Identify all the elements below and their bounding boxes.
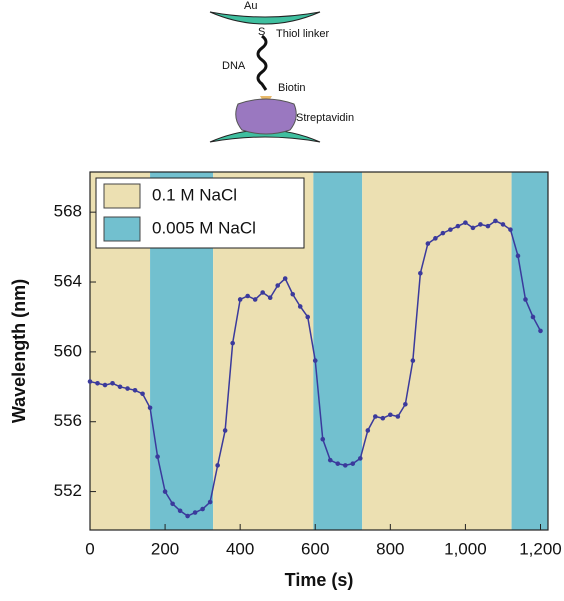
region (313, 172, 363, 530)
data-point (485, 223, 491, 229)
data-point (177, 508, 183, 514)
data-point (110, 381, 115, 386)
data-point (192, 510, 198, 515)
region (362, 172, 512, 530)
data-point (373, 414, 378, 419)
data-point (132, 387, 138, 393)
data-point (403, 401, 408, 407)
y-tick-label: 560 (54, 341, 82, 360)
data-point (455, 223, 461, 229)
data-point (418, 270, 423, 276)
y-tick-label: 568 (54, 202, 82, 221)
data-point (207, 499, 213, 505)
data-point (342, 463, 348, 468)
data-point (395, 414, 401, 419)
data-point (290, 291, 296, 297)
plot: 0 200 400 600 800 1,000 1,200 552 556 560 564 568 Ti… (9, 171, 562, 590)
data-point (230, 340, 235, 346)
data-point (200, 506, 205, 512)
data-point (162, 489, 168, 494)
data-point (147, 405, 153, 411)
data-point (252, 297, 258, 302)
data-point (312, 358, 318, 363)
legend-swatch (103, 183, 141, 209)
x-tick-label: 0 (85, 539, 94, 558)
x-tick-label: 1,200 (519, 539, 562, 558)
data-point (140, 391, 145, 397)
region (511, 172, 548, 530)
data-point (95, 381, 100, 386)
x-tick-label: 600 (301, 539, 329, 558)
data-point (380, 415, 386, 421)
x-axis-title: Time (s) (285, 570, 354, 590)
data-point (523, 297, 528, 302)
data-point (87, 379, 93, 384)
legend-label: 0.005 M NaCl (152, 218, 256, 237)
data-point (538, 328, 543, 334)
schematic: Au S Thiol linker DNA Biotin Streptavidi… (209, 0, 354, 143)
label: DNA (222, 60, 246, 72)
label: Streptavidin (296, 112, 354, 124)
label: S (258, 26, 265, 38)
data-point (305, 314, 311, 320)
x-tick-label: 200 (151, 539, 179, 558)
data-point (425, 241, 431, 246)
data-point (102, 382, 108, 388)
streptavidin (235, 98, 297, 135)
data-point (297, 304, 303, 309)
plot-frame (89, 171, 549, 531)
x-tick-label: 400 (226, 539, 254, 558)
data-point (410, 358, 416, 363)
gold-electrode (209, 129, 321, 143)
data-point (260, 290, 265, 295)
data-point (170, 501, 175, 507)
data-point (275, 283, 281, 288)
data-point (500, 222, 506, 227)
data-point (470, 225, 476, 231)
data-point (185, 513, 190, 519)
data-point (222, 428, 228, 433)
label: Biotin (278, 82, 306, 94)
dna-strand (256, 34, 268, 91)
y-axis-title: Wavelength (nm) (9, 279, 29, 423)
label: Au (244, 0, 257, 12)
data-point (282, 276, 288, 281)
data-point (530, 314, 536, 320)
gold-electrode (209, 11, 321, 25)
data-point (433, 236, 438, 241)
data-point (478, 222, 483, 227)
legend-label: 0.1 M NaCl (152, 185, 237, 204)
data-point (245, 293, 250, 299)
data-point (463, 220, 468, 225)
x-tick-label: 800 (376, 539, 404, 558)
data-point (388, 412, 393, 418)
y-tick-label: 552 (54, 481, 82, 500)
data-point (493, 218, 498, 224)
data-point (320, 436, 326, 442)
data-point (117, 384, 123, 390)
data-point (365, 428, 371, 433)
data-point (237, 297, 243, 302)
data-point (350, 461, 356, 466)
data-point (335, 461, 341, 466)
data-point (155, 454, 160, 459)
data-point (357, 456, 363, 461)
data-point (125, 386, 130, 391)
data-point (508, 227, 513, 232)
y-tick-label: 564 (54, 272, 82, 291)
data-point (448, 227, 453, 232)
x-tick-label: 1,000 (444, 539, 487, 558)
data-point (215, 463, 220, 468)
data-point (515, 253, 521, 259)
data-point (327, 457, 333, 463)
data-point (440, 230, 446, 236)
y-tick-label: 556 (54, 411, 82, 430)
data-point (267, 295, 273, 301)
legend-swatch (103, 216, 141, 242)
label: Thiol linker (276, 28, 330, 40)
